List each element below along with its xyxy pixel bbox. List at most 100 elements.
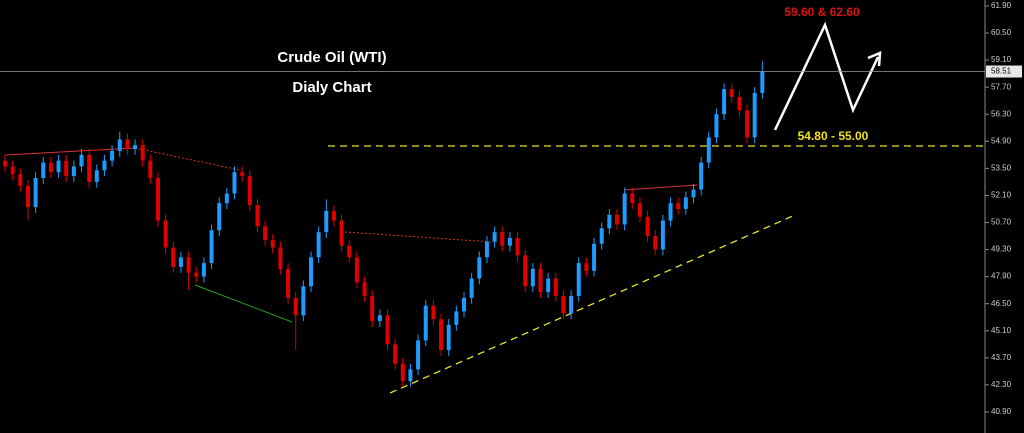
candle-body: [385, 315, 390, 345]
candle-body: [217, 203, 222, 231]
y-tick-label: 46.50: [991, 299, 1012, 308]
candle-body: [469, 278, 474, 298]
candle-body: [431, 305, 436, 320]
y-tick-label: 47.90: [991, 272, 1012, 281]
candle-body: [584, 263, 589, 271]
drawings: [4, 21, 985, 394]
candle-body: [699, 162, 704, 190]
trend-line: [134, 147, 241, 171]
candle-body: [240, 172, 245, 177]
candle-body: [117, 139, 122, 151]
candle-body: [660, 220, 665, 250]
candle-body: [569, 295, 574, 314]
candle-body: [515, 237, 520, 256]
trend-line: [624, 184, 698, 191]
candle-body: [691, 189, 696, 198]
y-tick-label: 53.50: [991, 163, 1012, 172]
chart-subtitle: Dialy Chart: [292, 79, 371, 96]
candle-body: [454, 311, 459, 325]
y-tick-label: 52.10: [991, 191, 1012, 200]
y-tick-label: 40.90: [991, 407, 1012, 416]
candle-body: [553, 278, 558, 296]
candle-body: [339, 220, 344, 246]
candle-body: [546, 278, 551, 293]
candle-body: [309, 257, 313, 287]
candle-body: [293, 297, 298, 316]
candle-body: [94, 170, 99, 182]
arrow-head: [867, 51, 882, 67]
candle-body: [477, 257, 482, 279]
candle-body: [33, 178, 38, 208]
candle-body: [416, 340, 421, 370]
candle-body: [194, 272, 199, 277]
candle-body: [737, 96, 742, 111]
y-tick-label: 50.70: [991, 218, 1012, 227]
support-trend-line: [389, 214, 796, 394]
candle-body: [530, 268, 535, 287]
candle-body: [286, 268, 291, 298]
candle-body: [576, 263, 581, 296]
support-annotation: 54.80 - 55.00: [798, 129, 869, 143]
y-tick-label: 56.30: [991, 109, 1012, 118]
candle-body: [400, 363, 405, 382]
candle-body: [630, 193, 635, 204]
candle-body: [752, 92, 757, 138]
candle-body: [56, 160, 61, 173]
candle-body: [653, 236, 658, 250]
candle-body: [48, 162, 53, 173]
candle-body: [316, 232, 321, 258]
candle-body: [745, 110, 750, 138]
candle-body: [484, 241, 489, 258]
candle-body: [423, 305, 428, 341]
y-tick-label: 59.10: [991, 55, 1012, 64]
candle-body: [64, 160, 69, 177]
candle-body: [125, 139, 130, 150]
candle-body: [178, 257, 183, 267]
candle-body: [722, 89, 727, 115]
y-tick-label: 61.90: [991, 1, 1012, 10]
candle-body: [377, 315, 382, 322]
candle-body: [676, 203, 681, 209]
candle-body: [714, 114, 719, 138]
candle-body: [163, 220, 168, 248]
target-annotation: 59.60 & 62.60: [784, 5, 860, 19]
candle-body: [492, 232, 497, 242]
candle-body: [354, 257, 359, 283]
candle-body: [683, 197, 688, 209]
y-tick-label: 45.10: [991, 326, 1012, 335]
candle-body: [370, 295, 375, 322]
candle-body: [439, 319, 444, 351]
y-tick-label: 57.70: [991, 82, 1012, 91]
candle-body: [331, 210, 336, 221]
candle-body: [140, 145, 145, 161]
candle-body: [71, 166, 76, 177]
candle-body: [148, 160, 153, 179]
candle-body: [171, 247, 176, 267]
candle-body: [446, 324, 451, 351]
trend-line: [4, 147, 136, 156]
candle-body: [263, 226, 268, 240]
y-tick-label: 54.90: [991, 136, 1012, 145]
candle-body: [592, 243, 597, 271]
candle-body: [209, 230, 214, 264]
candle-body: [362, 282, 367, 296]
candle-body: [186, 257, 191, 273]
candle-body: [645, 216, 650, 237]
candle-body: [706, 137, 711, 163]
candle-body: [79, 154, 84, 167]
candle-body: [3, 160, 7, 167]
candle-body: [224, 193, 229, 204]
candle-body: [622, 193, 627, 225]
candle-body: [347, 245, 352, 258]
candle-body: [668, 203, 673, 221]
candle-body: [393, 344, 398, 364]
candle-body: [615, 214, 619, 225]
y-tick-label: 49.30: [991, 245, 1012, 254]
candle-body: [133, 145, 138, 150]
last-price-label: 58.51: [991, 67, 1012, 76]
y-tick-label: 43.70: [991, 353, 1012, 362]
candle-body: [500, 232, 505, 246]
candle-body: [156, 178, 160, 221]
candle-body: [301, 286, 306, 316]
projection-arrow: [773, 21, 880, 131]
